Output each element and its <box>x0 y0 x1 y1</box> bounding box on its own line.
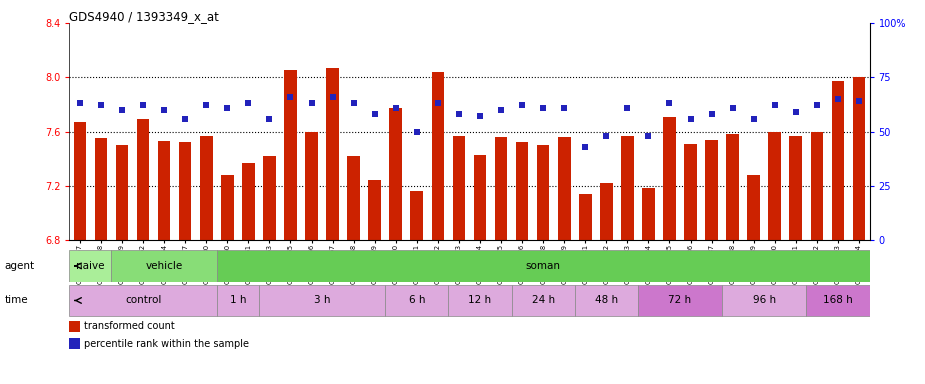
Bar <box>200 136 213 240</box>
Bar <box>807 285 870 316</box>
Bar <box>663 117 676 240</box>
Text: 48 h: 48 h <box>595 295 618 306</box>
Bar <box>769 131 781 240</box>
Bar <box>726 134 739 240</box>
Bar <box>536 145 549 240</box>
Bar <box>600 183 612 240</box>
Bar <box>512 285 574 316</box>
Bar <box>74 122 86 240</box>
Text: 3 h: 3 h <box>314 295 330 306</box>
Bar <box>747 175 760 240</box>
Bar <box>179 142 191 240</box>
Bar <box>284 71 297 240</box>
Bar <box>216 250 870 281</box>
Text: 168 h: 168 h <box>823 295 853 306</box>
Bar <box>621 136 634 240</box>
Bar <box>69 250 112 281</box>
Text: 72 h: 72 h <box>669 295 692 306</box>
Text: time: time <box>5 295 29 306</box>
Text: 96 h: 96 h <box>753 295 776 306</box>
Bar <box>810 131 823 240</box>
Bar <box>158 141 170 240</box>
Bar <box>722 285 807 316</box>
Text: 1 h: 1 h <box>229 295 246 306</box>
Text: 6 h: 6 h <box>409 295 426 306</box>
Bar <box>116 145 129 240</box>
Text: GDS4940 / 1393349_x_at: GDS4940 / 1393349_x_at <box>69 10 219 23</box>
Bar <box>638 285 722 316</box>
Bar <box>558 137 571 240</box>
Bar <box>389 108 402 240</box>
Bar <box>221 175 234 240</box>
Bar <box>574 285 638 316</box>
Text: naive: naive <box>76 261 105 271</box>
Text: control: control <box>125 295 161 306</box>
Text: vehicle: vehicle <box>145 261 183 271</box>
Bar <box>216 285 259 316</box>
Bar <box>112 250 216 281</box>
Bar <box>347 156 360 240</box>
Text: transformed count: transformed count <box>84 321 175 331</box>
Bar <box>305 131 318 240</box>
Text: 24 h: 24 h <box>532 295 555 306</box>
Text: percentile rank within the sample: percentile rank within the sample <box>84 339 249 349</box>
Bar <box>495 137 507 240</box>
Bar <box>832 81 845 240</box>
Bar <box>452 136 465 240</box>
Bar <box>94 138 107 240</box>
Bar <box>259 285 385 316</box>
Text: 12 h: 12 h <box>468 295 491 306</box>
Bar <box>449 285 512 316</box>
Text: soman: soman <box>525 261 561 271</box>
Bar <box>137 119 149 240</box>
Bar <box>579 194 592 240</box>
Bar <box>432 72 444 240</box>
Bar <box>516 142 528 240</box>
Bar <box>411 191 423 240</box>
Bar <box>368 180 381 240</box>
Bar <box>684 144 697 240</box>
Bar <box>705 140 718 240</box>
Bar <box>385 285 449 316</box>
Bar <box>69 285 216 316</box>
Bar <box>642 189 655 240</box>
Bar <box>263 156 276 240</box>
Bar <box>242 163 254 240</box>
Bar <box>474 155 487 240</box>
Bar <box>327 68 339 240</box>
Text: agent: agent <box>5 261 35 271</box>
Bar <box>853 77 865 240</box>
Bar <box>790 136 802 240</box>
